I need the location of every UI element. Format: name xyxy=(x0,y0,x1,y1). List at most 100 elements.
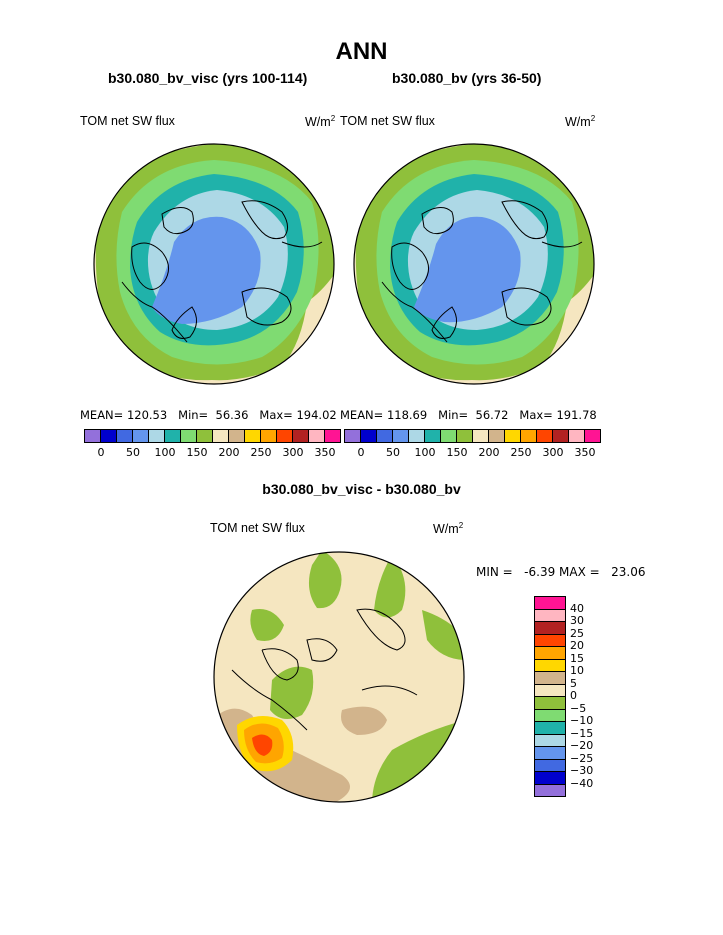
colorbar-swatch xyxy=(181,430,197,442)
colorbar-swatch xyxy=(535,684,565,697)
colorbar-tick-label: −10 xyxy=(570,714,594,727)
colorbar-swatch xyxy=(537,430,553,442)
colorbar-swatch xyxy=(535,609,565,622)
right-units-label: W/m2 xyxy=(565,114,596,130)
right-case-title: b30.080_bv (yrs 36-50) xyxy=(392,70,542,86)
colorbar-tick-label: −30 xyxy=(570,764,594,777)
colorbar-swatch xyxy=(345,430,361,442)
right-colorbar-ticks: 0 50 100 150 200 250 300 350 xyxy=(344,446,604,460)
colorbar-tick-label: 200 xyxy=(218,446,240,459)
colorbar-swatch xyxy=(361,430,377,442)
colorbar-tick-label: 25 xyxy=(570,626,584,640)
colorbar-tick-label: 100 xyxy=(154,446,176,459)
diff-colorbar xyxy=(534,596,566,797)
colorbar-tick-label: 350 xyxy=(314,446,336,459)
colorbar-swatch xyxy=(535,659,565,672)
colorbar-swatch xyxy=(585,430,600,442)
colorbar-tick-label: −15 xyxy=(570,726,594,740)
colorbar-tick-label: 100 xyxy=(414,446,436,459)
colorbar-tick-label: 150 xyxy=(186,446,208,459)
left-units-label: W/m2 xyxy=(305,114,336,130)
colorbar-swatch xyxy=(535,634,565,647)
colorbar-tick-label: 350 xyxy=(574,446,596,459)
colorbar-swatch xyxy=(535,697,565,710)
colorbar-swatch xyxy=(535,672,565,685)
colorbar-swatch xyxy=(165,430,181,442)
colorbar-tick-label: 250 xyxy=(250,446,272,459)
diff-units-label: W/m2 xyxy=(433,521,464,537)
colorbar-swatch xyxy=(535,597,565,610)
colorbar-tick-label: 0 xyxy=(570,689,577,702)
diff-variable-label: TOM net SW flux xyxy=(210,521,305,535)
page-title: ANN xyxy=(335,38,388,65)
colorbar-swatch xyxy=(535,722,565,735)
left-case-title: b30.080_bv_visc (yrs 100-114) xyxy=(108,70,308,86)
right-variable-label: TOM net SW flux xyxy=(340,114,435,128)
colorbar-swatch xyxy=(197,430,213,442)
colorbar-tick-label: 10 xyxy=(570,664,584,677)
colorbar-tick-label: 150 xyxy=(446,446,468,459)
colorbar-tick-label: 5 xyxy=(570,676,577,690)
colorbar-swatch xyxy=(441,430,457,442)
colorbar-tick-label: 30 xyxy=(570,614,584,627)
colorbar-swatch xyxy=(535,784,565,796)
colorbar-swatch xyxy=(535,622,565,635)
colorbar-tick-label: 0 xyxy=(97,446,105,459)
colorbar-tick-label: 40 xyxy=(570,601,584,615)
colorbar-tick-label: 0 xyxy=(357,446,365,459)
left-stats: MEAN= 120.53 Min= 56.36 Max= 194.02 xyxy=(80,408,337,422)
colorbar-swatch xyxy=(553,430,569,442)
right-polar-map xyxy=(353,143,595,385)
colorbar-swatch xyxy=(409,430,425,442)
colorbar-tick-label: 300 xyxy=(542,446,564,459)
colorbar-swatch xyxy=(101,430,117,442)
colorbar-swatch xyxy=(457,430,473,442)
left-colorbar-ticks: 0 50 100 150 200 250 300 350 xyxy=(84,446,344,460)
colorbar-swatch xyxy=(569,430,585,442)
diff-minmax: MIN = -6.39 MAX = 23.06 xyxy=(476,565,646,579)
colorbar-swatch xyxy=(393,430,409,442)
colorbar-tick-label: 200 xyxy=(478,446,500,459)
colorbar-swatch xyxy=(229,430,245,442)
colorbar-swatch xyxy=(425,430,441,442)
colorbar-swatch xyxy=(535,772,565,785)
colorbar-swatch xyxy=(505,430,521,442)
colorbar-swatch xyxy=(535,647,565,660)
colorbar-tick-label: −25 xyxy=(570,751,594,765)
colorbar-tick-label: 15 xyxy=(570,651,584,665)
colorbar-swatch xyxy=(213,430,229,442)
difference-polar-map xyxy=(213,551,465,803)
colorbar-swatch xyxy=(149,430,165,442)
colorbar-tick-label: 250 xyxy=(510,446,532,459)
colorbar-tick-label: −5 xyxy=(570,701,587,715)
colorbar-tick-label: 20 xyxy=(570,639,584,652)
colorbar-swatch xyxy=(85,430,101,442)
colorbar-swatch xyxy=(133,430,149,442)
colorbar-swatch xyxy=(325,430,340,442)
colorbar-swatch xyxy=(277,430,293,442)
colorbar-swatch xyxy=(535,759,565,772)
left-variable-label: TOM net SW flux xyxy=(80,114,175,128)
colorbar-tick-label: 300 xyxy=(282,446,304,459)
colorbar-swatch xyxy=(377,430,393,442)
colorbar-swatch xyxy=(117,430,133,442)
colorbar-swatch xyxy=(293,430,309,442)
difference-title: b30.080_bv_visc - b30.080_bv xyxy=(262,481,461,497)
colorbar-swatch xyxy=(473,430,489,442)
colorbar-swatch xyxy=(535,709,565,722)
left-polar-map xyxy=(93,143,335,385)
colorbar-swatch xyxy=(261,430,277,442)
right-colorbar xyxy=(344,429,601,443)
diff-colorbar-ticks: 40 30 25 20 15 10 5 0 −5 −10 −15 −20 −25 −30 −40 xyxy=(570,596,610,796)
colorbar-swatch xyxy=(489,430,505,442)
colorbar-tick-label: −40 xyxy=(570,776,594,790)
colorbar-swatch xyxy=(535,734,565,747)
colorbar-swatch xyxy=(535,747,565,760)
colorbar-tick-label: −20 xyxy=(570,739,594,752)
left-colorbar xyxy=(84,429,341,443)
colorbar-swatch xyxy=(521,430,537,442)
colorbar-tick-label: 50 xyxy=(126,446,140,459)
colorbar-swatch xyxy=(309,430,325,442)
colorbar-tick-label: 50 xyxy=(386,446,400,459)
right-stats: MEAN= 118.69 Min= 56.72 Max= 191.78 xyxy=(340,408,597,422)
